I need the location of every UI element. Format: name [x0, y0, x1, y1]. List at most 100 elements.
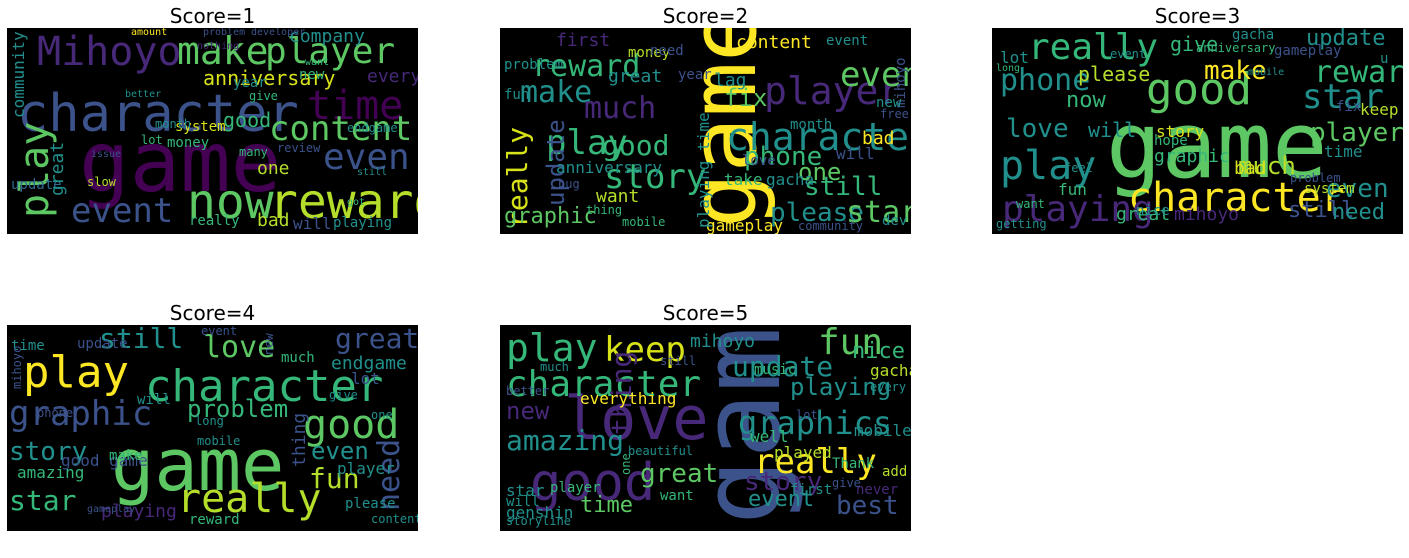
wordcloud-word: every	[367, 66, 418, 87]
wordcloud-word: getting	[996, 217, 1047, 231]
wordcloud-word: need	[650, 43, 684, 59]
wordcloud-word: lag	[714, 70, 747, 91]
wordcloud-word: nice	[852, 339, 905, 364]
wordcloud-word: player	[1310, 118, 1403, 148]
wordcloud-word: love	[742, 153, 776, 169]
wordcloud-word: new	[876, 95, 902, 111]
wordcloud-word: want	[305, 57, 330, 68]
wordcloud-word: really	[177, 476, 322, 522]
wordcloud-word: game	[79, 113, 282, 211]
wordcloud-word: event	[71, 191, 174, 231]
wordcloud-word: system	[175, 119, 226, 135]
wordcloud-word: every	[870, 380, 907, 394]
wordcloud-word: anniversary	[556, 158, 662, 177]
wordcloud-word: free	[880, 107, 909, 121]
wordcloud-word: fun	[1058, 180, 1087, 199]
wordcloud-word: story	[744, 467, 823, 497]
wordcloud-word: mihoyo	[690, 331, 756, 352]
wordcloud-word: character	[17, 84, 299, 144]
wordcloud-word: gacha	[766, 170, 815, 189]
wordcloud-word: great	[1116, 204, 1171, 225]
wordcloud-word: played	[774, 443, 832, 462]
wordcloud-word: new	[262, 333, 276, 355]
wordcloud-word: fix	[724, 84, 768, 112]
wordcloud-word: good	[602, 129, 670, 162]
wordcloud-word: community	[9, 31, 28, 118]
panel-title: Score=3	[1154, 4, 1241, 28]
wordcloud-word: update	[732, 350, 834, 383]
wordcloud-word: genshin	[506, 503, 574, 522]
wordcloud-word: star	[506, 481, 545, 500]
wordcloud-word: good	[223, 108, 272, 132]
wordcloud-word: story	[9, 437, 88, 467]
wordcloud-word: playing	[790, 373, 892, 401]
wordcloud-word: storyline	[506, 514, 572, 528]
wordcloud-word: playing	[101, 501, 177, 522]
wordcloud-word: much	[540, 360, 569, 374]
wordcloud-word: player	[337, 459, 395, 478]
wordcloud-panel-score-4: Score=4 game character play really good graph…	[7, 297, 418, 537]
wordcloud-word: great	[47, 141, 68, 196]
wordcloud-word: content	[371, 512, 418, 526]
wordcloud-word: endgame	[347, 121, 398, 135]
wordcloud-word: want	[596, 186, 640, 207]
wordcloud-word: mobile	[622, 215, 666, 229]
wordcloud-word: content	[736, 32, 812, 53]
wordcloud-word: playing	[333, 215, 393, 231]
wordcloud-word: event	[201, 325, 238, 338]
wordcloud-word: amount	[131, 28, 168, 38]
wordcloud-word: system	[1304, 181, 1355, 197]
wordcloud-word: fix	[1336, 99, 1362, 115]
wordcloud-word: Thank	[832, 456, 875, 472]
wordcloud-word: slow	[87, 175, 116, 189]
wordcloud-word: will	[506, 494, 540, 510]
wordcloud-word: make	[520, 75, 593, 110]
wordcloud-word: star	[9, 484, 77, 517]
wordcloud-word: still	[357, 167, 388, 178]
wordcloud-word: even	[840, 55, 911, 95]
wordcloud-word: want	[660, 488, 694, 504]
wordcloud-word: better	[125, 89, 162, 100]
wordcloud-word: year	[233, 75, 267, 91]
wordcloud-word: first	[790, 482, 833, 498]
wordcloud-word: mobile	[197, 434, 241, 448]
wordcloud-word: month	[790, 117, 833, 133]
wordcloud-word: game	[1106, 92, 1328, 199]
wordcloud-word: month	[155, 117, 192, 131]
wordcloud-word: amazing	[506, 424, 625, 457]
wordcloud-word: playing time	[694, 112, 713, 228]
wordcloud-word: graphic	[1154, 146, 1230, 167]
wordcloud-word: mobile	[854, 421, 911, 440]
wordcloud-word: update	[77, 336, 128, 352]
wordcloud-word: make	[109, 448, 143, 464]
wordcloud-word: long	[195, 414, 224, 428]
wordcloud-word: mihoyo	[1174, 204, 1240, 225]
wordcloud-word: gameplay	[87, 504, 136, 515]
wordcloud-word: make	[1204, 56, 1267, 86]
wordcloud-word: still	[1288, 198, 1355, 223]
wordcloud-word: character	[726, 115, 911, 159]
wordcloud-word: long	[996, 63, 1021, 74]
wordcloud-word: endgame	[331, 353, 407, 374]
wordcloud-word: bug	[558, 177, 580, 191]
wordcloud-word: playing	[1002, 189, 1154, 230]
wordcloud-word: great	[335, 325, 418, 355]
wordcloud-word: mobile	[1248, 67, 1285, 78]
wordcloud-word: still	[660, 354, 697, 368]
wordcloud-word: good	[1146, 64, 1252, 115]
wordcloud-word: one	[798, 158, 842, 186]
wordcloud-word: problem	[1290, 171, 1341, 185]
wordcloud-word: update	[1306, 28, 1386, 51]
wordcloud-word: content	[269, 109, 413, 149]
wordcloud-word: bad	[1234, 158, 1267, 179]
wordcloud-word: please	[345, 496, 396, 512]
wordcloud-word: graphics	[738, 404, 893, 442]
wordcloud-word: please	[770, 198, 864, 228]
wordcloud-word: play	[546, 123, 628, 163]
wordcloud-word: reward	[269, 174, 418, 230]
wordcloud-word: first	[556, 30, 611, 51]
wordcloud-image: game character good play really phone star play…	[992, 28, 1403, 234]
wordcloud-word: really	[1028, 28, 1159, 68]
